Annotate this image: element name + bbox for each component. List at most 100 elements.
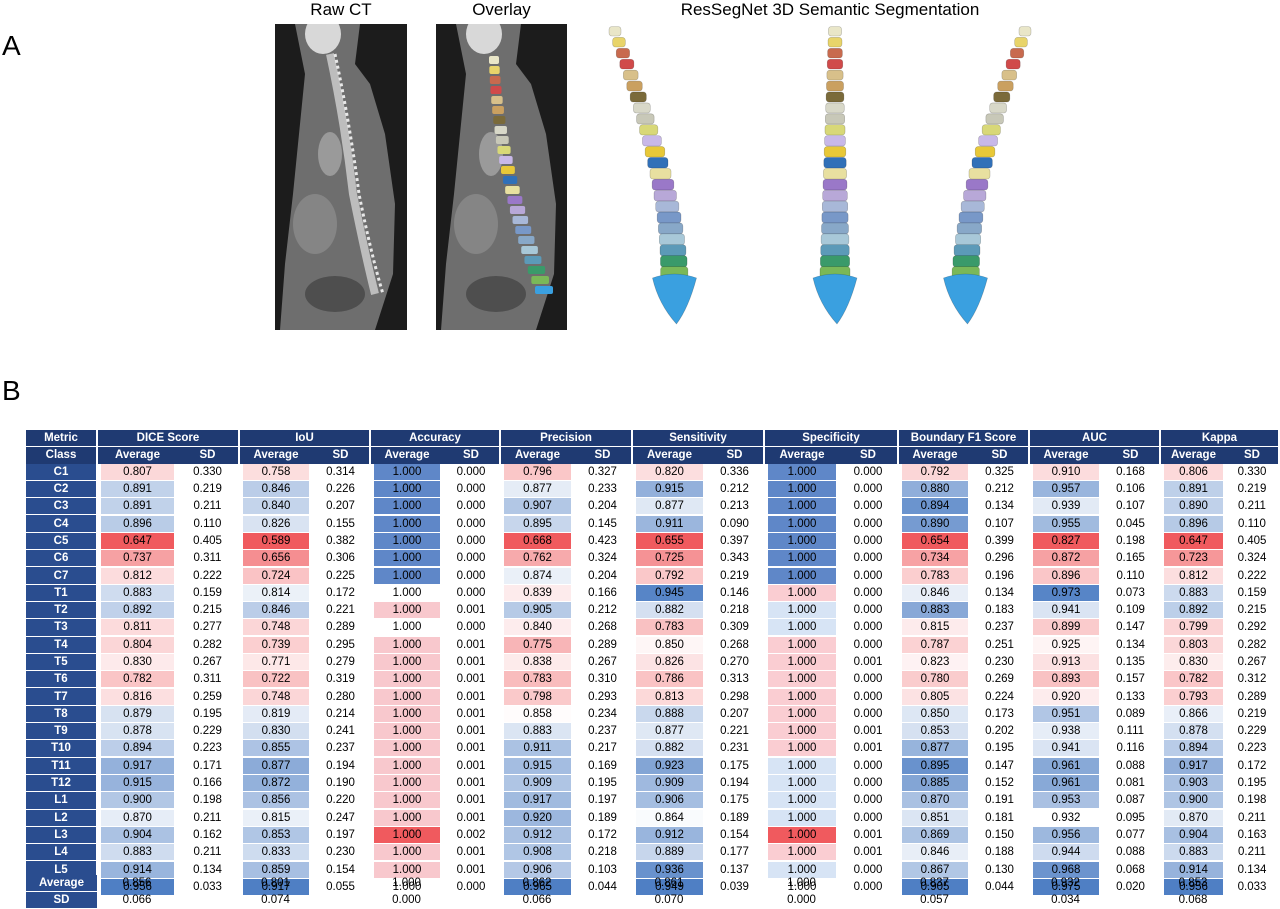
sd-cell: 0.197 <box>326 828 355 841</box>
overlay-vertebra <box>490 86 502 94</box>
average-value: 0.917 <box>1164 757 1223 774</box>
sd-cell: 0.134 <box>1237 863 1267 876</box>
average-cell: 0.820 <box>631 463 706 481</box>
sd-cell: 0.212 <box>720 483 749 496</box>
summary-spacer <box>1102 875 1160 892</box>
sd-cell: 0.195 <box>588 777 617 790</box>
vertebra-segment <box>659 233 685 246</box>
summary-spacer <box>177 892 239 909</box>
sd-cell: 0.382 <box>326 534 355 547</box>
summary-spacer <box>839 892 898 909</box>
sd-cell: 0.000 <box>456 621 486 634</box>
average-cell: 1.000 <box>369 463 443 481</box>
sd-cell: 0.191 <box>985 794 1014 807</box>
vertebra-segment <box>647 157 669 169</box>
average-cell: 0.827 <box>1028 532 1102 550</box>
average-value: 0.905 <box>902 878 968 895</box>
sd-cell: 0.169 <box>588 759 617 772</box>
average-value: 0.869 <box>902 826 968 843</box>
vertebra-segment <box>952 255 980 268</box>
average-cell: 0.968 <box>1028 860 1102 879</box>
class-label: L4 <box>26 843 97 862</box>
sd-cell: 0.215 <box>193 604 222 617</box>
sd-cell: 0.000 <box>853 465 883 478</box>
vertebra-segment <box>971 157 993 169</box>
average-value: 0.945 <box>636 584 703 601</box>
sd-cell: 0.217 <box>588 742 617 755</box>
sd-subheader: SD <box>177 446 239 464</box>
average-value: 1.000 <box>768 619 836 636</box>
average-value: 0.724 <box>243 567 309 584</box>
sd-cell: 0.172 <box>588 828 617 841</box>
average-cell: 0.956 <box>1159 878 1226 896</box>
average-cell: 0.945 <box>631 584 706 602</box>
vertebra-segment <box>626 80 643 92</box>
vertebra-segment <box>823 157 847 169</box>
sd-cell: 0.077 <box>1116 828 1145 841</box>
average-value: 0.833 <box>243 844 309 861</box>
average-cell: 0.908 <box>499 843 574 861</box>
average-cell: 0.912 <box>631 826 706 844</box>
average-cell: 0.805 <box>897 687 971 706</box>
average-cell: 1.000 <box>369 480 443 498</box>
average-cell: 0.890 <box>897 514 971 533</box>
average-value: 1.000 <box>768 567 836 584</box>
average-value: 0.853 <box>243 826 309 843</box>
sd-cell: 0.137 <box>720 863 749 876</box>
average-cell: 0.798 <box>499 687 574 706</box>
raw-ct-title: Raw CT <box>310 0 372 19</box>
average-cell: 0.961 <box>1028 774 1102 792</box>
average-value: 0.896 <box>1033 567 1099 584</box>
vertebra-segment <box>826 80 844 92</box>
average-cell: 0.949 <box>631 878 706 896</box>
average-cell: 1.000 <box>763 791 839 810</box>
sd-cell: 0.330 <box>1237 465 1267 478</box>
average-value: 0.892 <box>101 602 174 619</box>
sd-cell: 0.166 <box>588 586 617 599</box>
average-cell: 0.894 <box>1159 739 1226 758</box>
sd-cell: 0.134 <box>985 500 1014 513</box>
average-cell: 1.000 <box>369 670 443 688</box>
vertebra-segment <box>974 146 996 158</box>
sd-cell: 0.001 <box>456 725 486 738</box>
vertebra-segment <box>636 113 655 125</box>
sd-cell: 0.219 <box>720 569 749 582</box>
average-value: 0.827 <box>1033 532 1099 549</box>
sd-subheader: SD <box>971 446 1029 464</box>
sd-cell: 0.088 <box>1116 759 1145 772</box>
average-cell: 0.748 <box>238 618 312 637</box>
average-cell: 0.813 <box>631 687 706 706</box>
class-label: C2 <box>26 480 97 499</box>
average-value: 0.883 <box>1164 584 1223 601</box>
sd-cell: 0.001 <box>456 690 486 703</box>
average-cell: 0.953 <box>1028 791 1102 810</box>
average-cell: 0.771 <box>238 653 312 671</box>
average-cell: 0.938 <box>1028 722 1102 740</box>
table-row: T12 0.915 0.166 0.872 0.190 1.000 0.001 0.909 0.… <box>26 774 1278 793</box>
average-value: 1.000 <box>374 775 440 792</box>
average-value: 0.880 <box>902 481 968 498</box>
average-cell: 0.903 <box>1159 774 1226 792</box>
sd-cell: 0.279 <box>326 656 355 668</box>
sd-cell: 0.000 <box>853 863 883 876</box>
average-cell: 0.893 <box>1028 670 1102 688</box>
sd-cell: 0.001 <box>456 707 486 720</box>
average-cell: 1.000 <box>369 705 443 723</box>
average-value: 0.812 <box>101 567 174 584</box>
average-value: 1.000 <box>768 775 836 792</box>
average-cell: 1.000 <box>763 549 839 567</box>
average-value: 0.968 <box>1033 861 1099 878</box>
average-value: 0.859 <box>243 861 309 878</box>
average-value: 1.000 <box>374 463 440 480</box>
sd-cell: 0.230 <box>985 656 1014 668</box>
average-cell: 0.896 <box>1028 566 1102 585</box>
metric-header-1: IoU <box>238 430 370 448</box>
sd-cell: 0.166 <box>193 777 222 790</box>
sd-cell: 0.267 <box>193 656 222 668</box>
overlay-vertebra <box>492 106 504 114</box>
average-cell: 0.896 <box>1159 514 1226 533</box>
summary-value: 0.066 <box>122 894 152 906</box>
sd-cell: 0.198 <box>193 794 222 807</box>
average-cell: 0.872 <box>1028 549 1102 567</box>
sd-cell: 0.000 <box>853 673 883 686</box>
